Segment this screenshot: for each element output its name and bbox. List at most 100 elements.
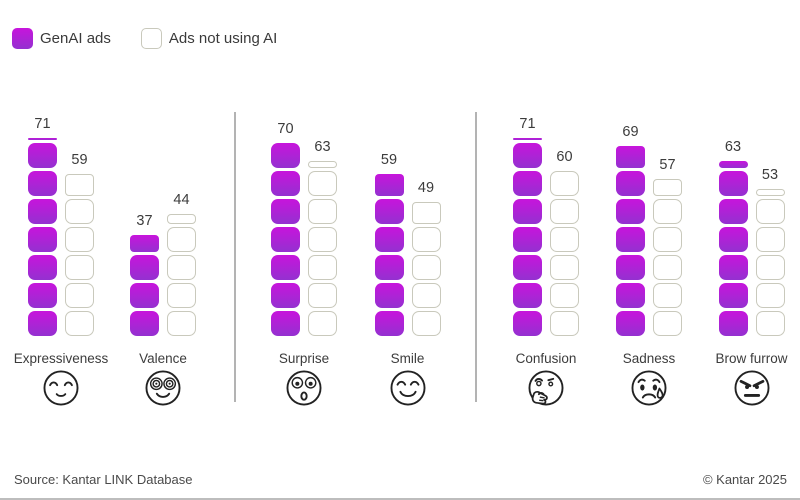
bar-value: 59 — [380, 151, 398, 168]
bar-block-partial — [167, 214, 196, 224]
bar-genai-expressiveness: 71 — [28, 115, 57, 336]
bar-block — [130, 311, 159, 336]
bar-block — [513, 255, 542, 280]
bar-block — [755, 255, 785, 280]
hypno-eyes-face-icon — [144, 369, 182, 407]
category-label-valence: Valence — [139, 351, 187, 366]
genai-swatch-icon — [12, 28, 33, 49]
surprised-face-icon — [285, 369, 323, 407]
bar-block — [308, 311, 337, 336]
bar-block-partial — [718, 160, 748, 168]
bar-block — [308, 283, 337, 308]
bar-no-ai-valence: 44 — [167, 192, 196, 336]
bar-value: 70 — [277, 121, 294, 137]
bar-block — [653, 227, 682, 252]
no-ai-swatch-icon — [140, 28, 162, 49]
angry-face-icon — [733, 369, 771, 407]
bar-block — [28, 283, 57, 308]
bar-value: 57 — [659, 156, 676, 173]
bar-block — [411, 227, 441, 252]
bar-block — [374, 255, 404, 280]
bar-block — [65, 199, 94, 224]
bar-block — [550, 283, 579, 308]
bar-block — [65, 283, 94, 308]
bar-block — [28, 227, 57, 252]
bar-block — [755, 311, 785, 336]
bar-block — [167, 227, 196, 252]
bar-genai-valence: 37 — [130, 212, 159, 336]
category-label-brow-furrow: Brow furrow — [715, 351, 788, 366]
bar-block — [616, 283, 645, 308]
bar-block — [271, 199, 300, 224]
bar-block-partial — [411, 201, 441, 224]
category-label-sadness: Sadness — [622, 351, 676, 366]
bottom-rule — [0, 498, 800, 500]
bar-block — [616, 171, 645, 196]
bar-genai-smile: 59 — [374, 151, 404, 336]
source-note: Source: Kantar LINK Database — [14, 472, 193, 487]
bar-block — [28, 199, 57, 224]
bar-block-partial — [130, 234, 159, 252]
bar-block — [411, 255, 441, 280]
bar-pair-sadness: 69 57 — [616, 123, 682, 336]
category-label-confusion: Confusion — [515, 351, 577, 366]
bar-no-ai-surprise: 63 — [308, 139, 337, 336]
bar-block — [28, 255, 57, 280]
bar-block — [513, 143, 542, 168]
bar-block — [718, 199, 748, 224]
bar-block — [308, 171, 337, 196]
legend: GenAI ads Ads not using AI — [12, 28, 277, 49]
bar-block — [28, 171, 57, 196]
bar-block — [411, 311, 441, 336]
bar-block — [755, 199, 785, 224]
bar-block — [411, 283, 441, 308]
bar-pair-valence: 37 44 — [130, 192, 196, 336]
bar-no-ai-smile: 49 — [411, 179, 441, 336]
bar-block — [513, 171, 542, 196]
bar-block — [167, 311, 196, 336]
bar-block — [130, 283, 159, 308]
bar-block-partial — [513, 137, 542, 140]
bar-block — [513, 283, 542, 308]
bar-pair-brow-furrow: 63 53 — [718, 138, 785, 336]
bar-block — [550, 171, 579, 196]
relieved-face-icon — [42, 369, 80, 407]
bar-block — [653, 311, 682, 336]
bar-value: 49 — [417, 179, 435, 196]
thinking-face-icon — [527, 369, 565, 407]
bar-no-ai-brow-furrow: 53 — [755, 167, 785, 336]
bar-block — [271, 171, 300, 196]
bar-value: 37 — [136, 212, 153, 229]
bar-pair-surprise: 70 63 — [271, 121, 337, 336]
bar-block — [653, 255, 682, 280]
bar-block — [308, 255, 337, 280]
bar-block — [271, 227, 300, 252]
bar-block-partial — [308, 160, 337, 168]
bar-value: 63 — [724, 138, 742, 155]
bar-block — [616, 311, 645, 336]
bar-block — [718, 283, 748, 308]
bar-genai-surprise: 70 — [271, 121, 300, 336]
bar-value: 69 — [622, 123, 639, 140]
smiling-face-icon — [389, 369, 427, 407]
copyright-note: © Kantar 2025 — [702, 472, 787, 487]
bar-block — [374, 199, 404, 224]
bar-genai-brow-furrow: 63 — [718, 138, 748, 336]
bar-block — [653, 283, 682, 308]
bar-block — [271, 283, 300, 308]
bar-block — [550, 311, 579, 336]
bar-block — [271, 311, 300, 336]
bar-block — [718, 311, 748, 336]
bar-no-ai-sadness: 57 — [653, 156, 682, 336]
legend-item-genai: GenAI ads — [12, 28, 111, 49]
legend-item-no-ai: Ads not using AI — [111, 28, 277, 49]
bar-no-ai-expressiveness: 59 — [65, 152, 94, 336]
bar-block — [271, 255, 300, 280]
bar-block-partial — [374, 173, 404, 196]
bar-block — [653, 199, 682, 224]
bar-value: 60 — [556, 149, 573, 165]
bar-block — [374, 311, 404, 336]
bar-block — [374, 283, 404, 308]
bar-value: 71 — [34, 115, 51, 132]
bar-no-ai-confusion: 60 — [550, 149, 579, 336]
